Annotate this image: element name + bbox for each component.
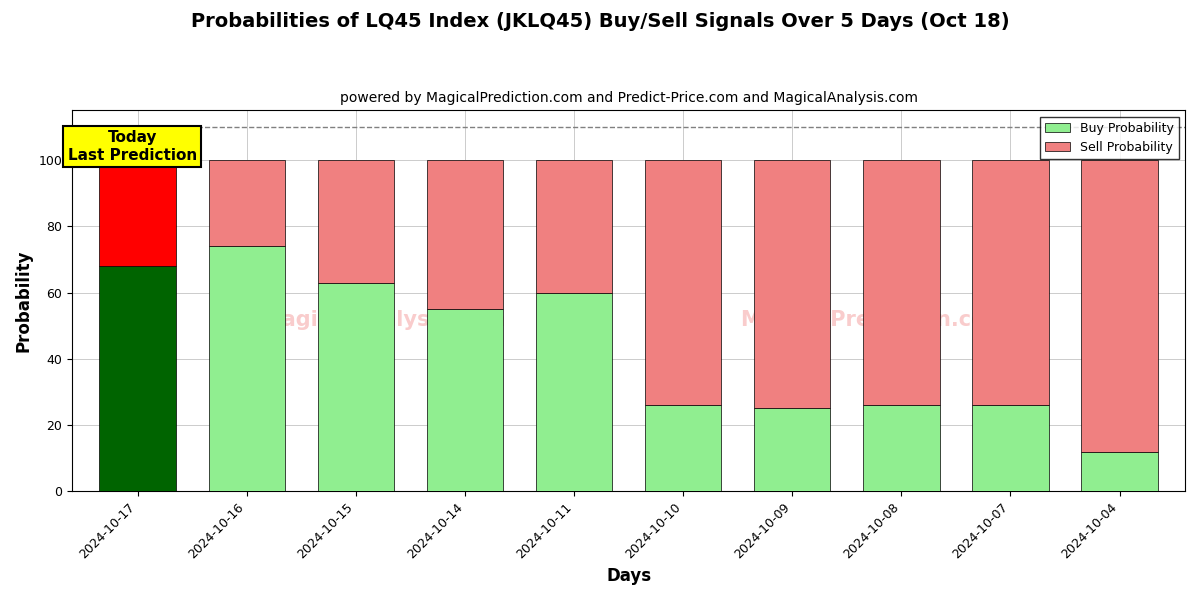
Bar	[644, 405, 721, 491]
Bar	[644, 160, 721, 405]
Bar	[1081, 452, 1158, 491]
Text: Today
Last Prediction: Today Last Prediction	[67, 130, 197, 163]
Title: powered by MagicalPrediction.com and Predict-Price.com and MagicalAnalysis.com: powered by MagicalPrediction.com and Pre…	[340, 91, 918, 105]
Bar	[972, 160, 1049, 405]
Bar	[100, 160, 176, 266]
Legend: Buy Probability, Sell Probability: Buy Probability, Sell Probability	[1040, 116, 1178, 159]
Bar	[1081, 160, 1158, 452]
Text: MagicalPrediction.com: MagicalPrediction.com	[739, 310, 1007, 330]
Bar	[536, 160, 612, 293]
Text: Probabilities of LQ45 Index (JKLQ45) Buy/Sell Signals Over 5 Days (Oct 18): Probabilities of LQ45 Index (JKLQ45) Buy…	[191, 12, 1009, 31]
Bar	[318, 283, 394, 491]
Text: MagicalAnalysis.com: MagicalAnalysis.com	[262, 310, 506, 330]
Y-axis label: Probability: Probability	[16, 250, 34, 352]
Bar	[427, 309, 503, 491]
Bar	[318, 160, 394, 283]
Bar	[972, 405, 1049, 491]
Bar	[863, 160, 940, 405]
Bar	[427, 160, 503, 309]
Bar	[209, 246, 284, 491]
X-axis label: Days: Days	[606, 567, 652, 585]
Bar	[754, 160, 830, 409]
Bar	[754, 409, 830, 491]
Bar	[536, 293, 612, 491]
Bar	[209, 160, 284, 246]
Bar	[100, 266, 176, 491]
Bar	[863, 405, 940, 491]
